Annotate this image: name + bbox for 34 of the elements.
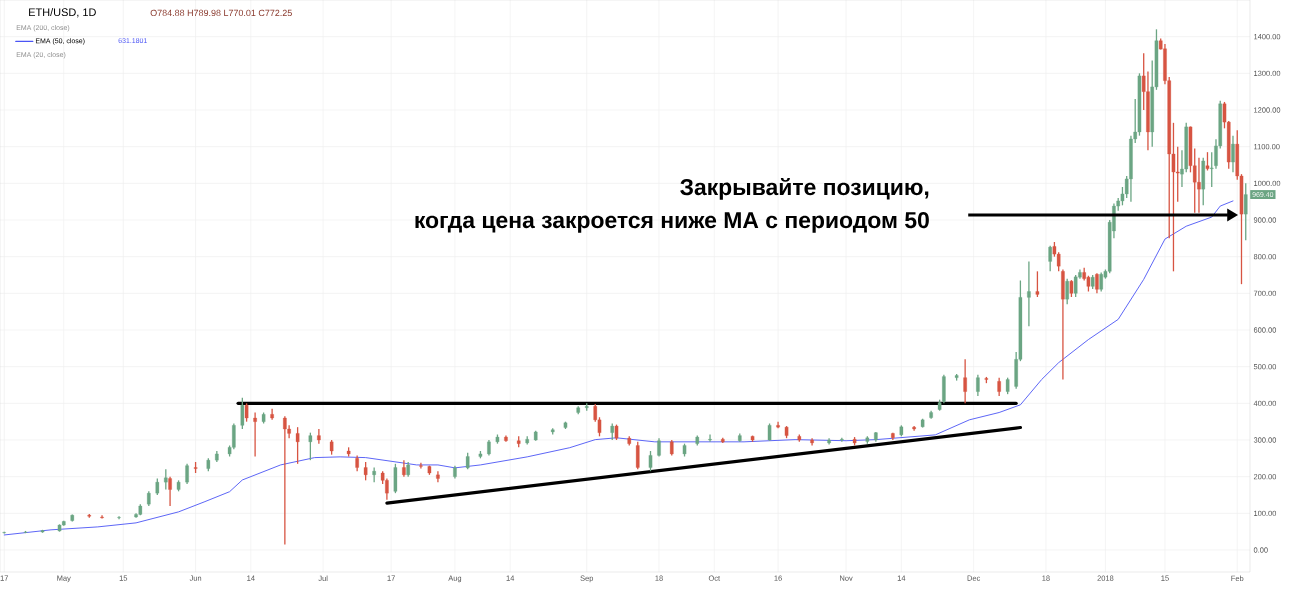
candlestick bbox=[117, 515, 121, 520]
candlestick bbox=[244, 402, 249, 423]
candlestick bbox=[708, 433, 712, 443]
candlestick bbox=[363, 461, 368, 481]
candlestick bbox=[963, 358, 967, 404]
candlestick bbox=[283, 415, 287, 546]
candlestick bbox=[372, 466, 376, 483]
candlestick bbox=[1243, 182, 1248, 241]
candlestick bbox=[240, 397, 245, 430]
candlestick bbox=[1048, 245, 1052, 272]
candlestick bbox=[635, 441, 640, 470]
annotation: когда цена закроется ниже MA с периодом 50 bbox=[415, 212, 929, 233]
annotation: O784.88 H789.98 L770.01 C772.25 bbox=[150, 9, 292, 17]
candlestick bbox=[253, 411, 257, 458]
candlestick bbox=[164, 468, 168, 491]
candlestick bbox=[393, 463, 398, 494]
candlestick bbox=[308, 432, 313, 461]
candlestick bbox=[317, 428, 321, 445]
candlestick bbox=[657, 437, 661, 458]
annotation: Закрывайте позицию, bbox=[680, 177, 929, 200]
candlestick bbox=[997, 377, 1001, 397]
candlestick bbox=[295, 426, 300, 465]
candlestick bbox=[1027, 260, 1031, 327]
candlestick bbox=[1035, 270, 1040, 298]
candlestick bbox=[1065, 278, 1069, 305]
candlestick bbox=[648, 450, 653, 472]
text: ETH/USD, 1D bbox=[29, 8, 96, 18]
candlestick bbox=[1231, 135, 1235, 173]
candlestick bbox=[419, 462, 423, 470]
candlestick bbox=[1205, 151, 1210, 172]
candlestick bbox=[1095, 272, 1099, 294]
candlestick bbox=[168, 476, 172, 507]
candlestick bbox=[185, 463, 189, 485]
candlestick bbox=[976, 374, 980, 397]
